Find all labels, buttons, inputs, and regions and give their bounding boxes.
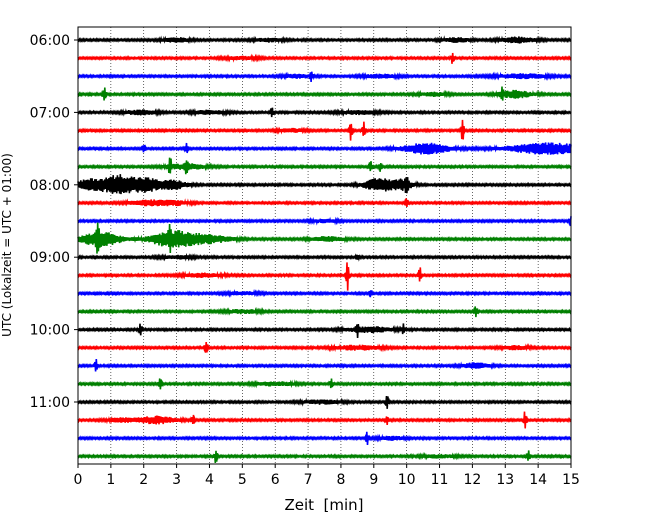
trace-07:15 [77,119,572,141]
plot-frame [77,26,572,465]
x-tick-label: 6 [271,472,280,488]
trace-08:00 [77,174,572,195]
trace-11:30 [77,431,572,446]
x-tick-label: 0 [74,472,83,488]
trace-layer [77,35,572,463]
x-axis: 0 1 2 3 4 5 6 7 8 9 10 11 12 13 14 15 [74,464,580,488]
trace-06:45 [77,86,572,101]
trace-06:30 [77,71,572,83]
trace-09:30 [77,288,572,298]
y-tick-label: 07:00 [30,105,70,121]
trace-10:15 [77,341,572,353]
y-tick-label: 11:00 [30,395,70,411]
trace-06:00 [77,35,572,45]
trace-10:45 [77,378,572,390]
trace-09:15 [77,262,572,291]
x-tick-label: 1 [106,472,115,488]
trace-11:45 [77,450,572,463]
trace-11:00 [77,395,572,409]
x-tick-label: 3 [172,472,181,488]
trace-11:15 [77,411,572,429]
grid-layer [110,27,539,464]
y-axis-label: UTC (Lokalzeit = UTC + 01:00) [0,153,14,337]
x-tick-label: 15 [562,472,580,488]
y-tick-label: 09:00 [30,250,70,266]
trace-10:30 [77,359,572,372]
x-tick-label: 9 [369,472,378,488]
x-axis-label: Zeit [min] [284,496,363,514]
x-tick-label: 5 [238,472,247,488]
y-tick-label: 08:00 [30,178,70,194]
trace-09:45 [77,306,572,318]
trace-09:00 [77,252,572,262]
x-tick-label: 10 [398,472,416,488]
y-axis: 06:00 07:00 08:00 09:00 10:00 11:00 [30,33,78,411]
x-tick-label: 8 [336,472,345,488]
x-tick-label: 12 [463,472,481,488]
trace-08:45 [77,222,572,254]
x-tick-label: 4 [205,472,214,488]
trace-08:30 [77,216,572,227]
x-tick-label: 7 [304,472,313,488]
y-tick-label: 10:00 [30,323,70,339]
x-tick-label: 11 [431,472,449,488]
x-tick-label: 13 [496,472,514,488]
trace-10:00 [77,323,572,339]
y-tick-label: 06:00 [30,33,70,49]
x-tick-label: 14 [529,472,547,488]
trace-07:45 [77,157,572,175]
trace-06:15 [77,52,572,64]
trace-07:30 [77,142,572,155]
trace-08:15 [77,198,572,208]
x-tick-label: 2 [139,472,148,488]
trace-07:00 [77,107,572,118]
